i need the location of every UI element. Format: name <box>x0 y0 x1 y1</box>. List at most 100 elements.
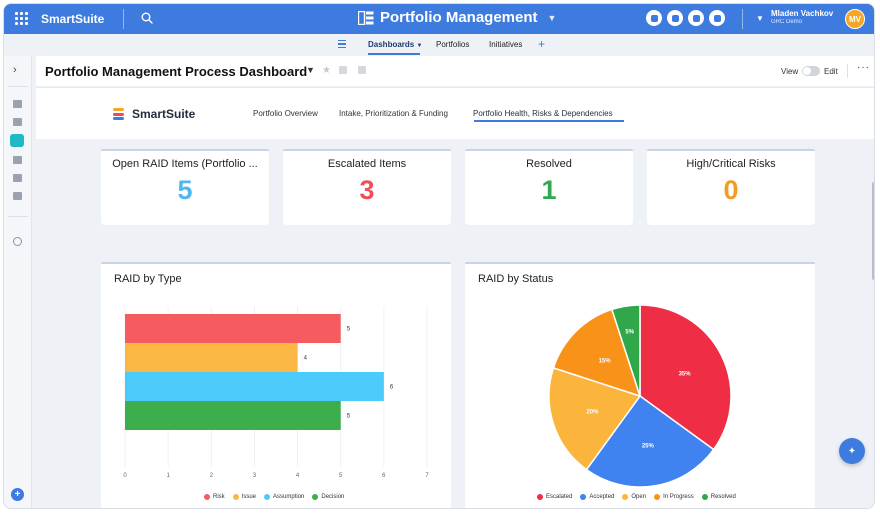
topbar-divider <box>742 9 743 29</box>
notification-icon[interactable] <box>709 10 725 26</box>
search-icon[interactable] <box>140 11 154 25</box>
bar-value-label: 6 <box>390 385 394 391</box>
folder-icon[interactable] <box>13 118 22 126</box>
legend-item[interactable]: Assumption <box>264 494 304 500</box>
check-icon[interactable] <box>688 10 704 26</box>
share-icon[interactable] <box>339 66 347 74</box>
legend-swatch <box>701 494 708 500</box>
team-icon[interactable] <box>646 10 662 26</box>
legend-swatch <box>232 494 239 500</box>
bar-decision[interactable] <box>125 401 341 430</box>
bar-assumption[interactable] <box>125 372 384 401</box>
record-icon[interactable] <box>13 100 22 108</box>
legend-item[interactable]: Accepted <box>580 494 614 500</box>
legend-item[interactable]: Risk <box>204 494 225 500</box>
legend-item[interactable]: Decision <box>312 494 344 500</box>
x-tick-label: 4 <box>296 473 300 479</box>
legend-item[interactable]: Issue <box>232 494 257 500</box>
app-title[interactable]: Portfolio Management ▼ <box>358 9 556 26</box>
card-accent <box>101 149 269 151</box>
add-icon[interactable]: + <box>11 488 24 501</box>
legend-label: Open <box>631 494 647 500</box>
header-divider <box>847 64 848 78</box>
dashboard-header: Portfolio Management Process Dashboard ▼… <box>36 56 874 86</box>
scrollbar[interactable] <box>872 182 874 280</box>
apps-grid-icon[interactable] <box>15 12 28 25</box>
legend-label: Assumption <box>273 494 305 500</box>
app-window: SmartSuite Portfolio Management ▼ ▼ Mlad… <box>3 3 875 509</box>
pie-slice-accepted[interactable] <box>585 394 715 488</box>
legend-item[interactable]: Open <box>622 494 646 500</box>
pie-slice-open[interactable] <box>548 366 642 471</box>
bar-chart-legend: Risk Issue Assumption Decision <box>204 494 344 500</box>
more-options-icon[interactable]: ··· <box>857 62 870 73</box>
pie-slice-label: 20% <box>586 409 599 415</box>
dashboard-banner: SmartSuite Portfolio Overview Intake, Pr… <box>36 87 874 139</box>
x-tick-label: 6 <box>382 473 386 479</box>
expand-sidebar-icon[interactable]: › <box>13 64 17 76</box>
menu-icon[interactable] <box>338 40 346 48</box>
user-workspace: GRC Demo <box>771 19 803 25</box>
tab-portfolio-overview[interactable]: Portfolio Overview <box>253 109 318 118</box>
pie-chart: 35% 25% 20% 15% 5% <box>548 304 732 488</box>
legend-label: Issue <box>241 494 257 500</box>
kpi-title: Open RAID Items (Portfolio ... <box>112 158 258 170</box>
kpi-card-resolved[interactable]: Resolved 1 <box>465 149 633 225</box>
settings-icon[interactable] <box>13 237 22 246</box>
tab-initiatives[interactable]: Initiatives <box>489 40 523 49</box>
chevron-down-icon[interactable]: ▼ <box>306 65 315 75</box>
logo-text: SmartSuite <box>132 107 196 121</box>
bar-value-label: 4 <box>304 356 308 362</box>
pie-slice-escalated[interactable] <box>639 304 732 451</box>
bar-value-label: 5 <box>347 327 351 333</box>
bar-risk[interactable] <box>125 314 341 343</box>
star-icon[interactable] <box>667 10 683 26</box>
kpi-card-high-critical[interactable]: High/Critical Risks 0 <box>647 149 815 225</box>
kpi-value: 0 <box>723 175 739 205</box>
avatar[interactable]: MV <box>845 9 865 29</box>
pie-slice-resolved[interactable] <box>610 304 641 397</box>
kpi-value: 5 <box>177 175 193 205</box>
legend-item[interactable]: Resolved <box>701 494 736 500</box>
kpi-card-escalated[interactable]: Escalated Items 3 <box>283 149 451 225</box>
active-tab-indicator <box>368 53 420 55</box>
pie-slice-label: 15% <box>599 359 612 365</box>
brand-name[interactable]: SmartSuite <box>41 12 105 26</box>
pie-chart-legend: Escalated Accepted Open In Progress Resolved <box>537 494 736 500</box>
chevron-down-icon[interactable]: ▼ <box>756 14 764 23</box>
edit-label: Edit <box>824 67 838 76</box>
legend-swatch <box>264 494 271 500</box>
rss-icon[interactable] <box>358 66 366 74</box>
tab-dashboards[interactable]: Dashboards ▼ <box>368 40 423 49</box>
chart-title: RAID by Status <box>478 273 554 285</box>
raid-by-type-card: RAID by Type 0 1 2 3 4 5 6 7 5 4 6 5 Risk Issue Assum… <box>101 262 451 508</box>
card-accent <box>647 149 815 151</box>
table-icon[interactable] <box>13 192 22 200</box>
tab-portfolios[interactable]: Portfolios <box>436 40 470 49</box>
page-title[interactable]: Portfolio Management Process Dashboard <box>45 64 308 79</box>
kpi-card-open-raid[interactable]: Open RAID Items (Portfolio ... 5 <box>101 149 269 225</box>
card-accent <box>283 149 451 151</box>
main-content: Portfolio Management Process Dashboard ▼… <box>36 56 874 508</box>
x-tick-label: 2 <box>210 473 214 479</box>
pie-slice-label: 25% <box>642 443 655 449</box>
topbar-divider <box>123 9 124 29</box>
bar-chart: 0 1 2 3 4 5 6 7 5 4 6 5 <box>123 306 429 479</box>
legend-swatch <box>580 494 587 500</box>
user-name[interactable]: Mladen Vachkov <box>771 9 834 18</box>
folder-icon[interactable] <box>13 156 22 164</box>
favorite-icon[interactable]: ★ <box>322 65 331 76</box>
chevron-down-icon: ▼ <box>547 12 557 23</box>
add-tab-button[interactable]: + <box>538 37 546 51</box>
legend-item[interactable]: In Progress <box>654 494 694 500</box>
bar-issue[interactable] <box>125 343 298 372</box>
dashboard-icon[interactable] <box>10 134 24 147</box>
legend-swatch <box>312 494 319 500</box>
tab-portfolio-health[interactable]: Portfolio Health, Risks & Dependencies <box>473 109 613 118</box>
tab-intake-prioritization-funding[interactable]: Intake, Prioritization & Funding <box>339 109 448 118</box>
ai-assistant-button[interactable]: ✦ <box>839 438 865 464</box>
table-icon[interactable] <box>13 174 22 182</box>
legend-item[interactable]: Escalated <box>537 494 572 500</box>
edit-mode-toggle[interactable] <box>802 66 820 76</box>
legend-label: Resolved <box>710 494 736 500</box>
